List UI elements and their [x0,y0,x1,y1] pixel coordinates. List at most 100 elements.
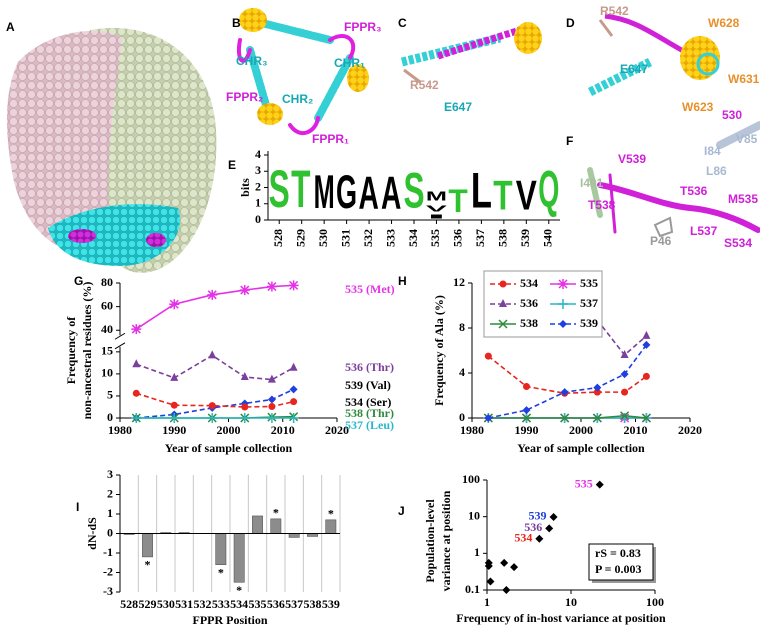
y-tick-label: 5 [107,388,113,402]
structure-label: E647 [620,62,648,76]
x-tick-label: 531 [338,229,352,247]
bar [288,533,300,538]
x-tick-label: 10 [565,595,577,609]
y-axis-label: Population-level [423,499,437,583]
point [523,383,530,390]
ribbon [608,173,617,234]
x-tick-label: 2000 [569,423,593,437]
structure-label: FPPR₁ [312,132,349,146]
x-tick-label: 532 [194,597,212,611]
y-tick-label: 80 [101,275,113,289]
point-label: 539 [529,509,547,523]
point [169,413,180,423]
helix [587,57,653,97]
x-tick-label: 530 [316,229,330,247]
point [621,388,629,396]
x-tick-label: 1990 [515,423,539,437]
bar [233,533,245,583]
point [267,374,276,383]
blob [257,103,283,125]
significance: * [328,507,334,521]
x-tick-label: 538 [496,229,510,247]
bar [252,515,263,534]
x-tick-label: 100 [646,595,664,609]
helix [314,54,354,122]
series-label: 535 (Met) [345,282,395,296]
x-tick-label: 1980 [108,423,132,437]
structure-label: FPPR₃ [344,20,382,34]
legend-label: 539 [580,316,598,330]
fppr-magenta [68,229,96,243]
point [207,413,218,423]
point [560,388,569,397]
panel-label: A [6,20,15,34]
point [266,281,277,292]
point [208,402,216,410]
point-label: 535 [575,476,593,490]
series-label: 537 (Leu) [345,418,394,432]
panel-label: I [76,500,79,514]
helix [254,18,334,44]
point [560,413,570,423]
ribbon [597,182,760,233]
point [502,586,511,594]
structure-label: CHR₁ [334,56,365,70]
logo-letter: I [426,214,447,220]
logo-letter: V [426,204,448,213]
point [131,324,142,335]
x-tick-label: 540 [541,229,555,247]
blob [239,8,267,32]
point-label: 536 [524,520,542,534]
y-tick-label: 3 [255,163,261,177]
point [486,577,495,586]
x-tick-label: 2000 [217,423,241,437]
structure-label: I84 [704,144,721,158]
significance: * [236,583,242,597]
legend-label: 535 [580,276,598,290]
y-tick-label: -2 [103,564,113,578]
bar [142,533,153,558]
point [620,411,630,421]
point [208,350,217,359]
panel-label: C [398,16,407,30]
point [595,480,604,489]
x-tick-label: 531 [175,597,193,611]
x-tick-label: 534 [406,229,420,247]
point [170,372,179,381]
structure-d [587,13,720,97]
y-tick-label: 1 [255,196,261,210]
blob [514,22,542,54]
y-tick-label: 4 [459,365,465,379]
legend-marker [499,299,507,307]
x-tick-label: 535 [428,229,442,247]
point [642,372,650,380]
structure-label: M535 [728,192,758,206]
structure-label: R542 [410,78,439,92]
point [549,512,558,521]
series-label: 534 (Ser) [345,395,391,409]
y-tick-label: 1 [107,506,113,520]
point [170,401,178,409]
x-tick-label: 1 [484,595,490,609]
x-tick-label: 533 [212,597,230,611]
structure-label: V85 [736,132,758,146]
point [240,371,249,380]
legend-label: 534 [520,276,538,290]
point [131,413,142,423]
point [592,413,602,423]
point [132,389,140,397]
point [535,534,544,543]
structure-label: L86 [706,164,727,178]
y-axis-label: variance at position [439,490,453,591]
panel-label: D [566,16,575,30]
blob [347,64,369,92]
annotation: rS = 0.83 [595,546,641,560]
structure-label: E647 [444,100,472,114]
helix [246,46,272,116]
fppr-magenta [146,233,166,247]
x-tick-label: 2020 [678,423,702,437]
panel-label: B [232,16,241,30]
x-tick-label: 2010 [271,423,295,437]
y-tick-label: 3 [107,467,113,481]
